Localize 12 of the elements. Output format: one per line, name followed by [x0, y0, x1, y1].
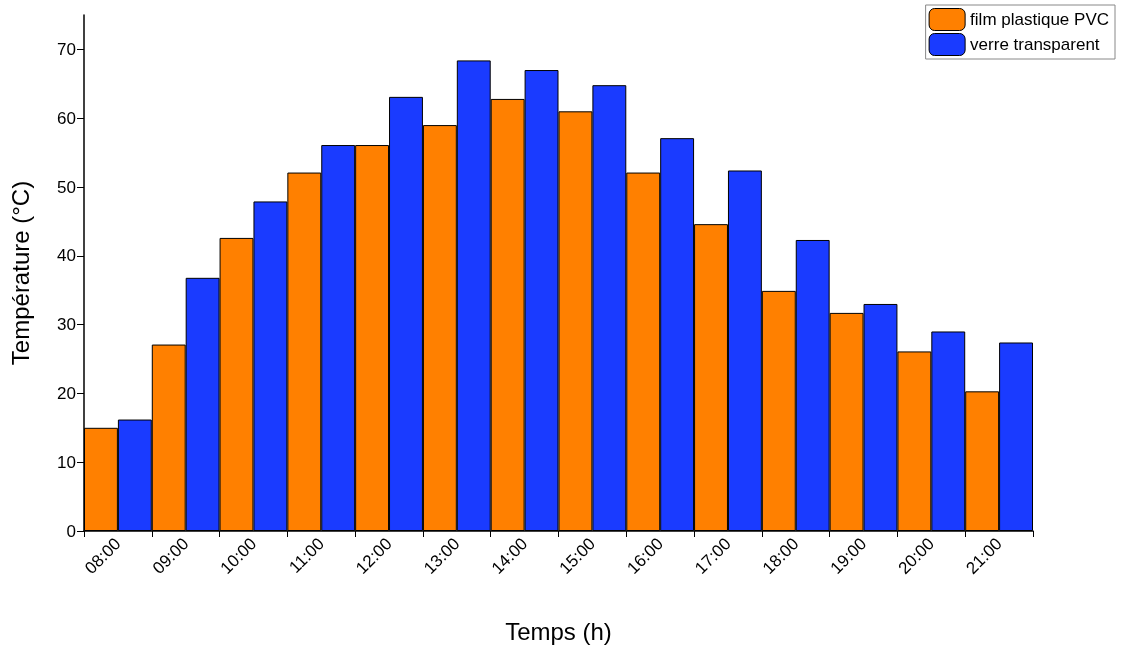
legend-label: verre transparent [970, 35, 1100, 54]
legend-label: film plastique PVC [970, 10, 1109, 29]
y-tick-label: 30 [57, 315, 76, 335]
y-tick-label: 0 [66, 521, 76, 541]
x-axis-title: Temps (h) [505, 617, 612, 645]
y-tick-label: 70 [57, 39, 76, 59]
y-tick-label: 40 [57, 246, 76, 266]
y-tick-label: 20 [57, 383, 76, 403]
y-tick-label: 60 [57, 108, 76, 128]
y-axis-title: Température (°C) [6, 180, 34, 366]
y-tick-label: 10 [57, 452, 76, 472]
y-tick-label: 50 [57, 177, 76, 197]
